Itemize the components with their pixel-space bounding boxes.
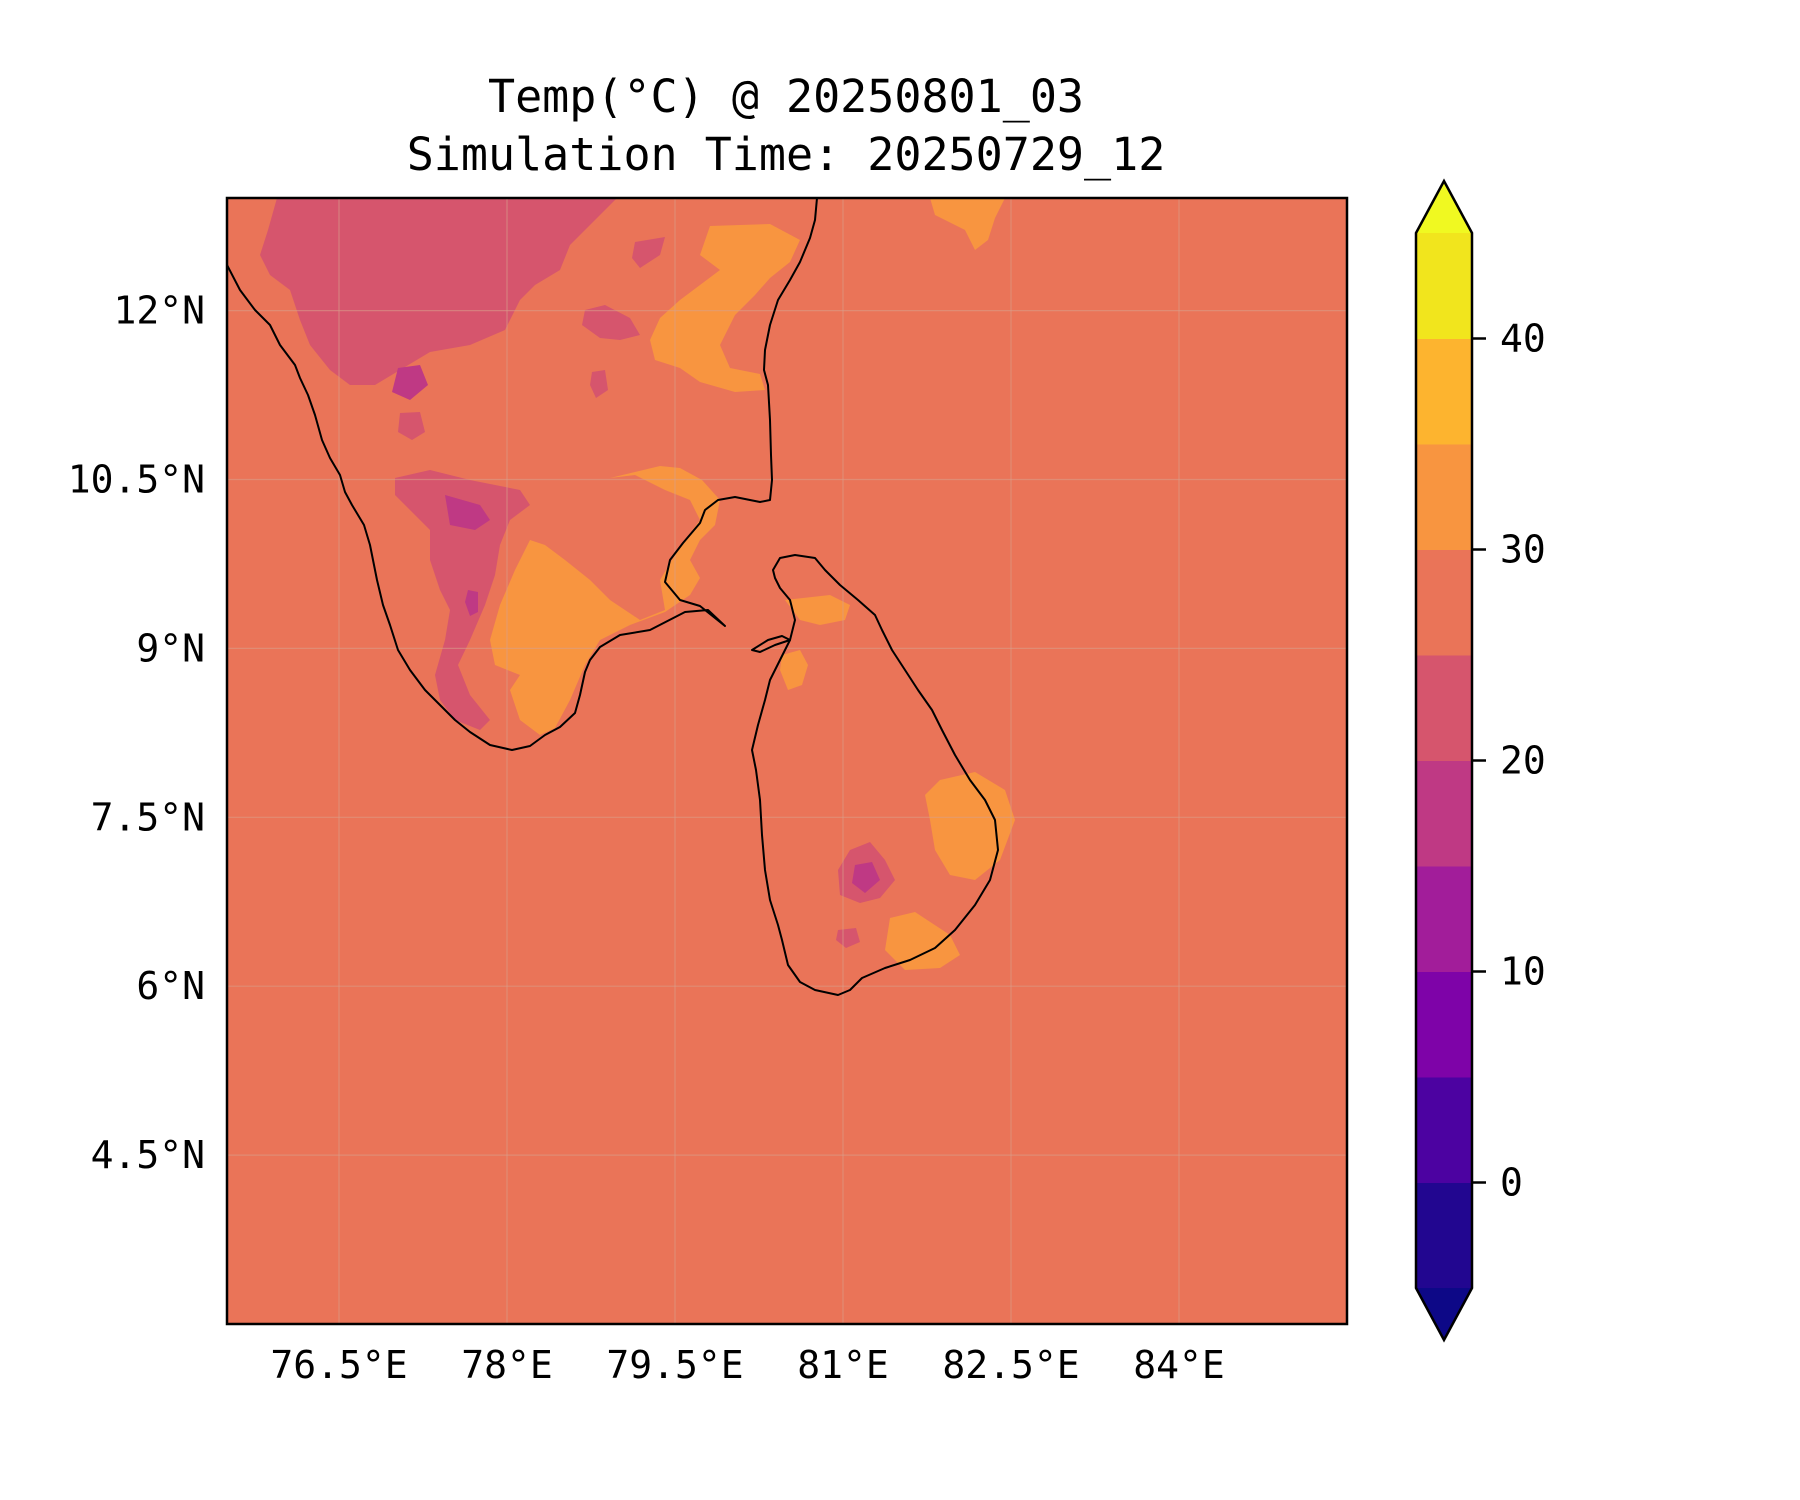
title-line-2: Simulation Time: 20250729_12 (407, 128, 1166, 181)
map-gridlines (227, 198, 1347, 1324)
colorbar-extend-high (1416, 181, 1472, 233)
contour-region-20-25-small-4 (398, 412, 425, 440)
colorbar-band (1416, 866, 1472, 972)
lon-tick-label: 79.5°E (606, 1343, 743, 1387)
colorbar-tick-label: 20 (1500, 739, 1546, 783)
colorbar-extend-low (1416, 1288, 1472, 1340)
contour-region-20-25-western-ghats (395, 470, 530, 730)
contour-region-15-20-b (445, 495, 490, 530)
colorbar-band (1416, 233, 1472, 339)
lat-tick-label: 7.5°N (91, 795, 205, 839)
lat-tick-label: 6°N (136, 964, 205, 1008)
colorbar-band (1416, 549, 1472, 656)
contour-region-20-25-karnataka (260, 198, 617, 385)
contour-region-20-25-lanka-small (836, 928, 860, 948)
lon-tick-label: 78°E (461, 1343, 553, 1387)
contour-region-15-20-c (465, 590, 478, 616)
lat-tick-label: 4.5°N (91, 1133, 205, 1177)
contour-region-15-20-a (392, 365, 428, 400)
colorbar-tick-label: 30 (1500, 528, 1546, 572)
contour-region-30-35-lanka-east (925, 772, 1015, 880)
title-line-1: Temp(°C) @ 20250801_03 (488, 70, 1084, 123)
contour-region-20-25-small-2 (582, 305, 640, 340)
temperature-field (260, 198, 1015, 970)
lon-tick-label: 76.5°E (270, 1343, 407, 1387)
contour-region-20-25-small-3 (590, 370, 608, 398)
colorbar-band (1416, 444, 1472, 550)
colorbar: 0 10 20 30 40 (1414, 178, 1546, 1343)
colorbar-tick-label: 10 (1500, 950, 1546, 994)
contour-region-30-35-lanka-south (885, 912, 960, 970)
contour-region-30-35-north (650, 224, 800, 392)
latitude-ticks: 12°N 10.5°N 9°N 7.5°N 6°N 4.5°N (68, 289, 205, 1177)
lat-tick-label: 10.5°N (68, 458, 205, 502)
longitude-ticks: 76.5°E 78°E 79.5°E 81°E 82.5°E 84°E (270, 1343, 1224, 1387)
coastline-mannar-island (751, 635, 791, 653)
colorbar-band (1416, 760, 1472, 867)
map-frame (225, 196, 1349, 1326)
lat-tick-label: 9°N (136, 626, 205, 670)
coastline-india (227, 198, 818, 751)
lon-tick-label: 81°E (797, 1343, 889, 1387)
lat-tick-label: 12°N (113, 289, 205, 333)
map-panel: 76.5°E 78°E 79.5°E 81°E 82.5°E 84°E 12°N 10.5°… (68, 196, 1349, 1387)
colorbar-tick-label: 40 (1500, 317, 1546, 361)
lon-tick-label: 82.5°E (942, 1343, 1079, 1387)
colorbar-outline (1414, 178, 1474, 1343)
lon-tick-label: 84°E (1133, 1343, 1225, 1387)
colorbar-band (1416, 1077, 1472, 1183)
colorbar-tick-label: 0 (1500, 1161, 1523, 1205)
colorbar-band (1416, 1182, 1472, 1289)
colorbar-band (1416, 971, 1472, 1078)
contour-region-20-25-small-1 (632, 237, 665, 268)
contour-region-30-35-east-shore (930, 198, 1005, 250)
contour-region-15-20-lanka (852, 862, 880, 893)
coastlines (227, 198, 999, 996)
colorbar-band (1416, 338, 1472, 445)
colorbar-band (1416, 655, 1472, 761)
coastline-sri-lanka (751, 554, 999, 996)
contour-region-30-35-south (490, 466, 720, 735)
contour-region-30-35-jaffna (785, 595, 850, 625)
contour-region-30-35-lanka-west (780, 650, 808, 690)
